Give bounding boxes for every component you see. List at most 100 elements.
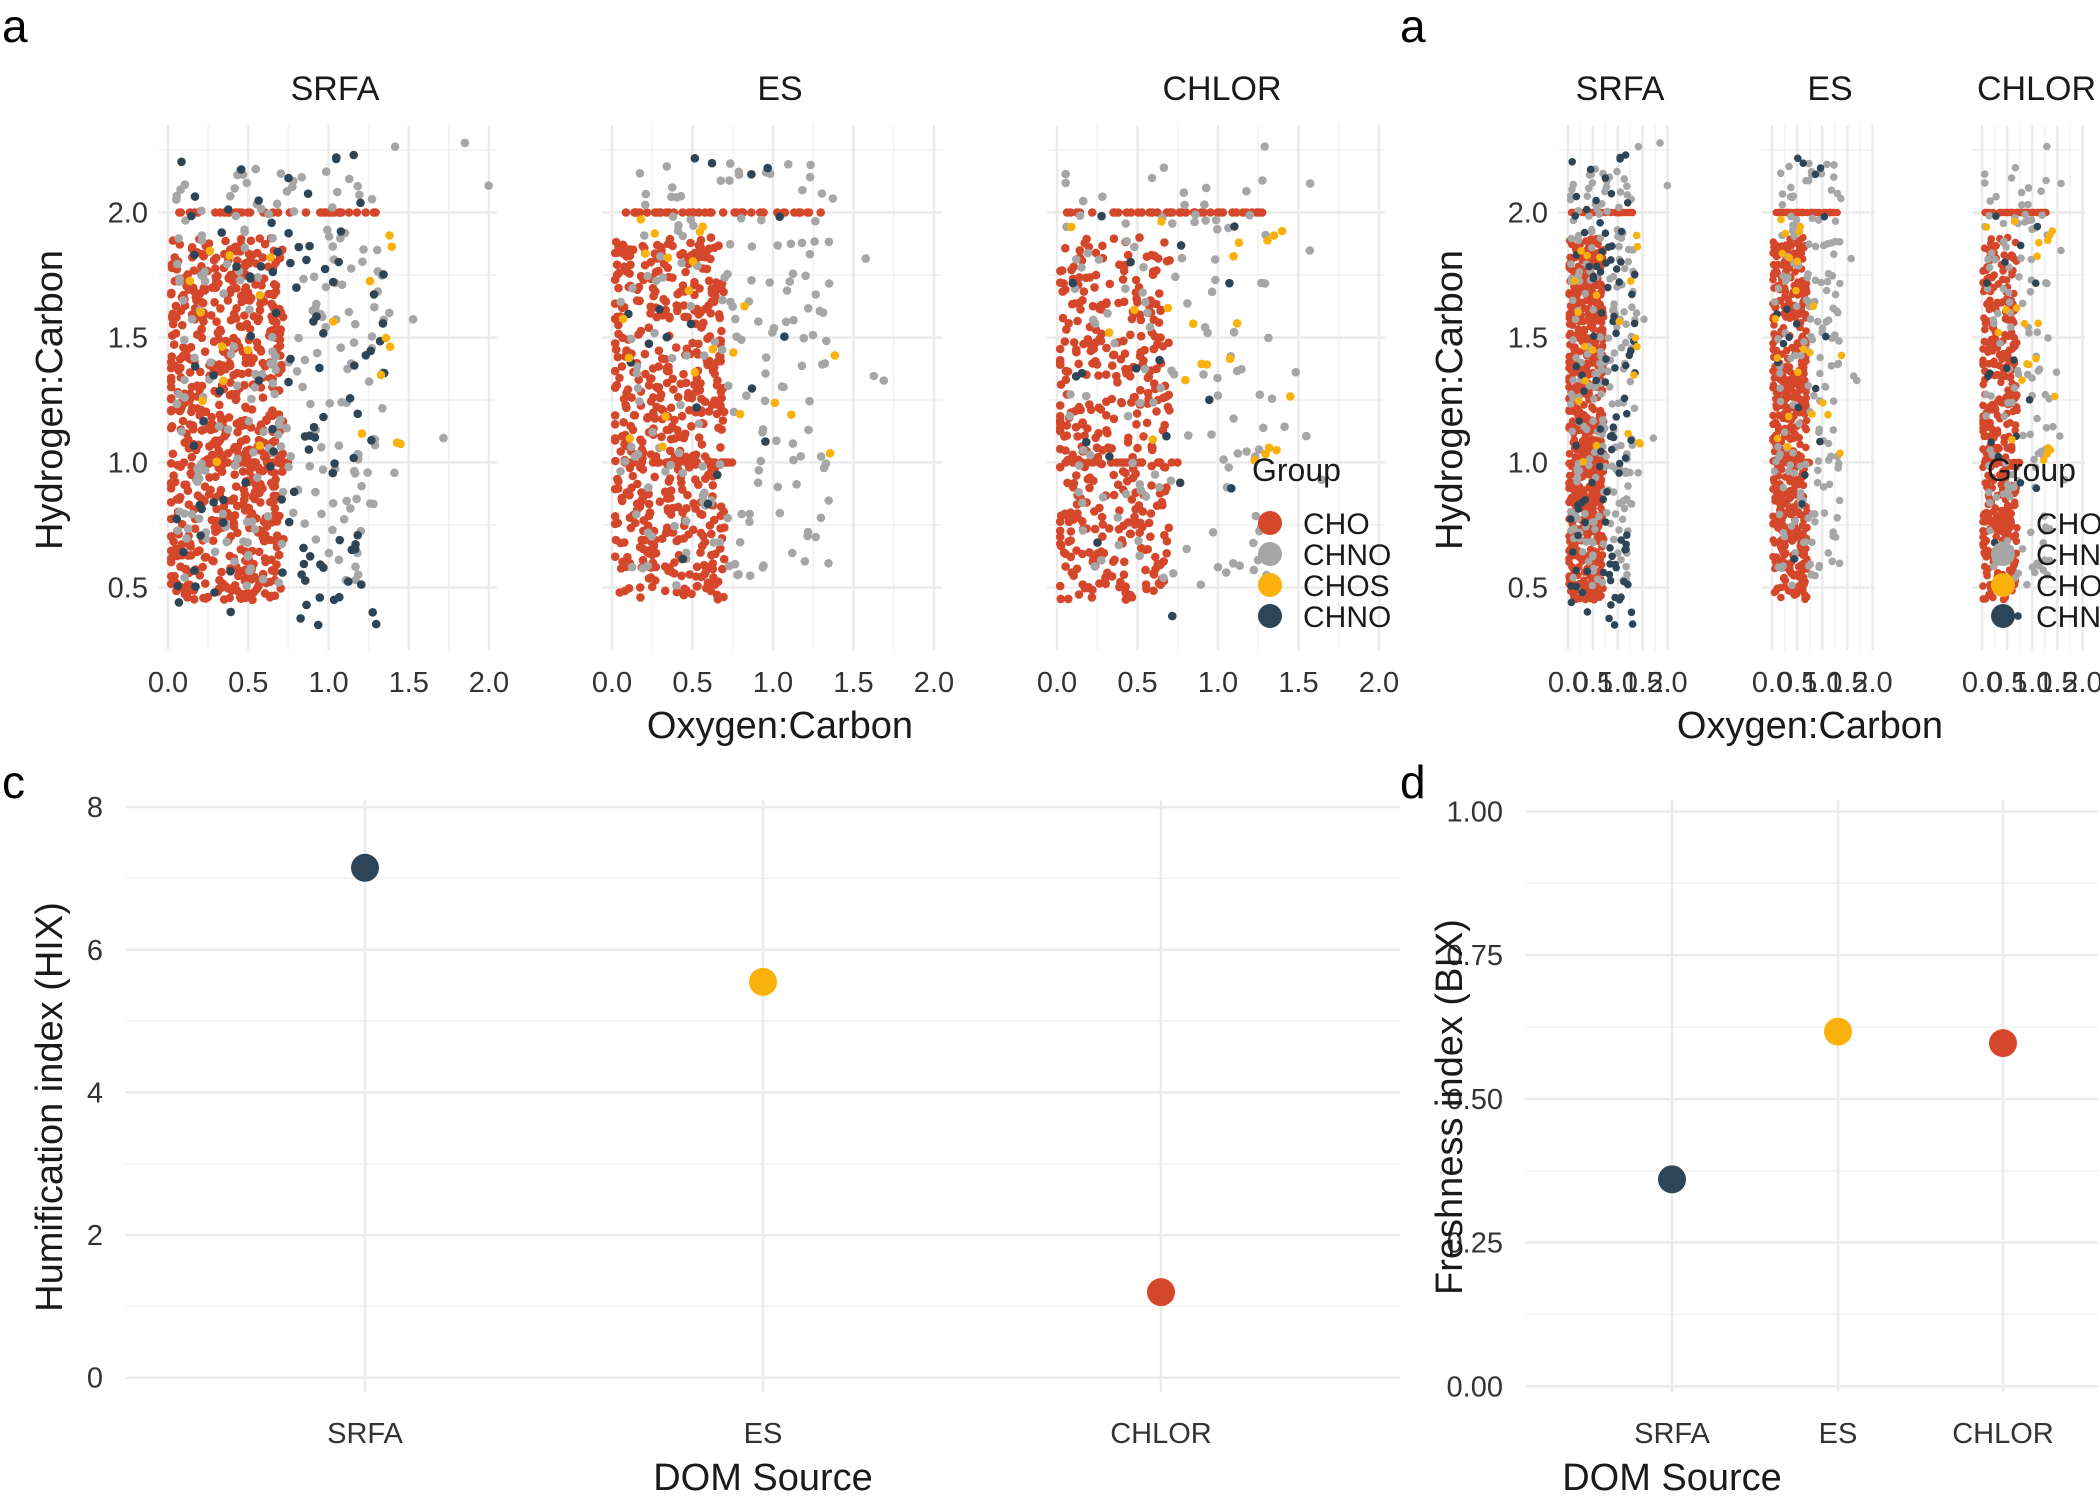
data-point-chno-gray [264,209,274,219]
data-point-chno-gray [1136,398,1145,408]
data-point-cho [189,595,199,604]
data-point-cho [1109,350,1119,360]
data-point-chno-dark [302,255,311,265]
data-point-chno-gray [180,335,189,345]
data-point-chno-gray [1634,142,1643,151]
data-point-cho [248,573,257,583]
data-point-cho [1565,320,1574,328]
data-point-chno-gray [1136,486,1146,495]
data-point-chno-gray [1159,163,1169,172]
data-point-cho [700,452,710,461]
data-point-chno-dark [1567,582,1575,590]
data-point-chno-gray [1813,317,1822,326]
data-point-chno-dark [1586,165,1595,174]
data-point-cho [1074,359,1083,369]
data-point-chos [1277,226,1287,236]
data-point-chos [1630,371,1638,379]
data-point-cho [1136,315,1146,325]
data-point-chno-gray [1814,457,1823,465]
data-point-cho [1126,208,1136,217]
data-point-chno-gray [180,375,189,385]
data-point-cho [168,574,178,584]
data-point-cho [1797,562,1806,571]
data-point-chno-gray [244,416,254,426]
data-point-chno-gray [223,425,233,434]
data-point-cho [651,267,661,277]
data-point-chno-dark [703,499,713,509]
data-point-chno-gray [799,333,809,343]
data-point-chno-gray [1608,462,1616,471]
data-point-cho [615,373,624,383]
data-point-cho [1769,536,1777,544]
data-point-chno-gray [367,194,377,204]
data-point-chno-gray [620,457,630,466]
data-point-cho [1147,461,1156,471]
data-point-cho [1146,509,1156,518]
data-point-chno-gray [1816,369,1824,378]
data-point-chno-gray [1233,449,1243,458]
data-point-chno-gray [821,459,831,468]
data-point-chno-gray [1138,288,1147,297]
data-point-chno-dark [332,153,341,162]
data-point-chno-gray [1623,182,1631,190]
data-point-chos [1806,348,1814,357]
data-point-cho [168,319,178,329]
data-point-chos [1633,342,1641,351]
data-point-cho [1067,265,1076,275]
data-point-chno-gray [734,167,743,177]
data-point-chno-dark [1162,431,1171,441]
data-point-cho [663,494,672,503]
data-point-cho [611,456,620,466]
data-point-chno-dark [1583,608,1592,616]
data-point-cho [610,366,620,376]
data-point-cho [718,208,728,217]
data-point-chno-gray [1604,334,1613,342]
data-point-chno-dark [190,362,200,371]
data-point-cho [225,359,234,368]
data-point-chno-gray [1802,296,1811,304]
data-point-cho [679,369,688,379]
data-point-cho [625,269,634,278]
data-point-cho [1119,570,1129,579]
data-point-chno-gray [699,351,709,360]
data-point-cho [1056,594,1066,604]
data-point-cho [231,314,241,323]
data-point-cho [1582,237,1590,245]
data-point-chno-gray [1615,203,1623,212]
data-point-chno-gray [253,273,263,282]
data-point-chno-gray [230,461,240,470]
data-point-chno-gray [1829,397,1838,406]
data-point-cho [1160,238,1169,247]
data-point-chno-gray [1836,279,1844,288]
data-point-chno-dark [1820,212,1829,221]
data-point-cho [1570,541,1579,549]
data-point-chno-dark [1093,538,1102,547]
data-point-chno-dark [1569,548,1577,556]
data-point-chno-dark [189,441,199,451]
data-point-cho [1782,403,1790,411]
data-point-cho [1803,523,1811,532]
data-point-chno-gray [190,353,199,363]
data-point-chos [1837,351,1846,360]
data-point-chno-gray [351,575,360,585]
data-point-chno-gray [758,425,768,434]
data-point-chno-dark [1794,403,1803,412]
data-point-chno-gray [1811,518,1819,526]
data-point-cho [1588,404,1596,412]
data-point-chno-gray [233,454,242,464]
data-point-chno-dark [1608,552,1616,561]
data-point-cho [677,478,686,488]
data-point-chno-gray [306,399,315,409]
data-point-cho [702,562,711,571]
data-point-chno-dark [1790,555,1798,563]
data-point-cho [1055,355,1065,365]
data-point-chno-gray [1078,196,1088,206]
data-point-cho [693,581,702,591]
data-point-chno-gray [1811,242,1820,251]
data-point-cho [1801,595,1809,604]
data-point-cho [673,426,682,435]
data-point-chno-gray [300,355,310,365]
data-point-chno-dark [284,228,293,238]
data-point-chno-dark [1168,611,1177,621]
data-point-chno-gray [1061,169,1070,179]
